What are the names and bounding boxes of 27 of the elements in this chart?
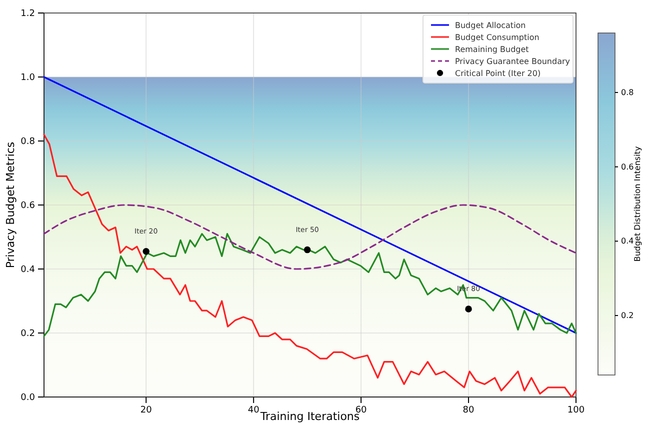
y-tick-label: 0.8 [20, 136, 36, 147]
point [465, 306, 472, 312]
y-tick-label: 0.2 [20, 328, 35, 339]
color-bar-label: 0.8 [621, 88, 634, 98]
x-tick-label: 80 [462, 405, 475, 416]
x-tick-label: 20 [140, 405, 152, 416]
color-bar-label: 0.6 [621, 162, 634, 172]
color-bar-title: Budget Distribution Intensity [633, 146, 642, 262]
legend-label: Remaining Budget [455, 45, 529, 54]
y-tick-label: 0.6 [20, 200, 36, 211]
legend-label: Budget Consumption [455, 33, 540, 42]
color-bar-label: 0.2 [621, 311, 634, 320]
line-series [43, 233, 577, 337]
point [142, 248, 150, 255]
y-tick-label: 0.4 [20, 264, 36, 275]
y-tick-label: 1.0 [20, 72, 36, 83]
y-tick-label: 0.0 [20, 392, 36, 403]
line-series [43, 204, 577, 270]
color-bar-label: 0.4 [621, 236, 634, 246]
legend-label: Critical Point (Iter 20) [455, 69, 541, 78]
point [304, 246, 311, 254]
legend-label: Budget Allocation [455, 21, 526, 30]
x-tick-label: 100 [567, 405, 585, 416]
legend-label: Privacy Guarantee Boundary [455, 57, 570, 66]
y-axis-title: Privacy Budget Metrics [4, 142, 17, 268]
x-tick-label: 40 [248, 405, 260, 416]
y-tick-label: 1.2 [20, 8, 35, 19]
